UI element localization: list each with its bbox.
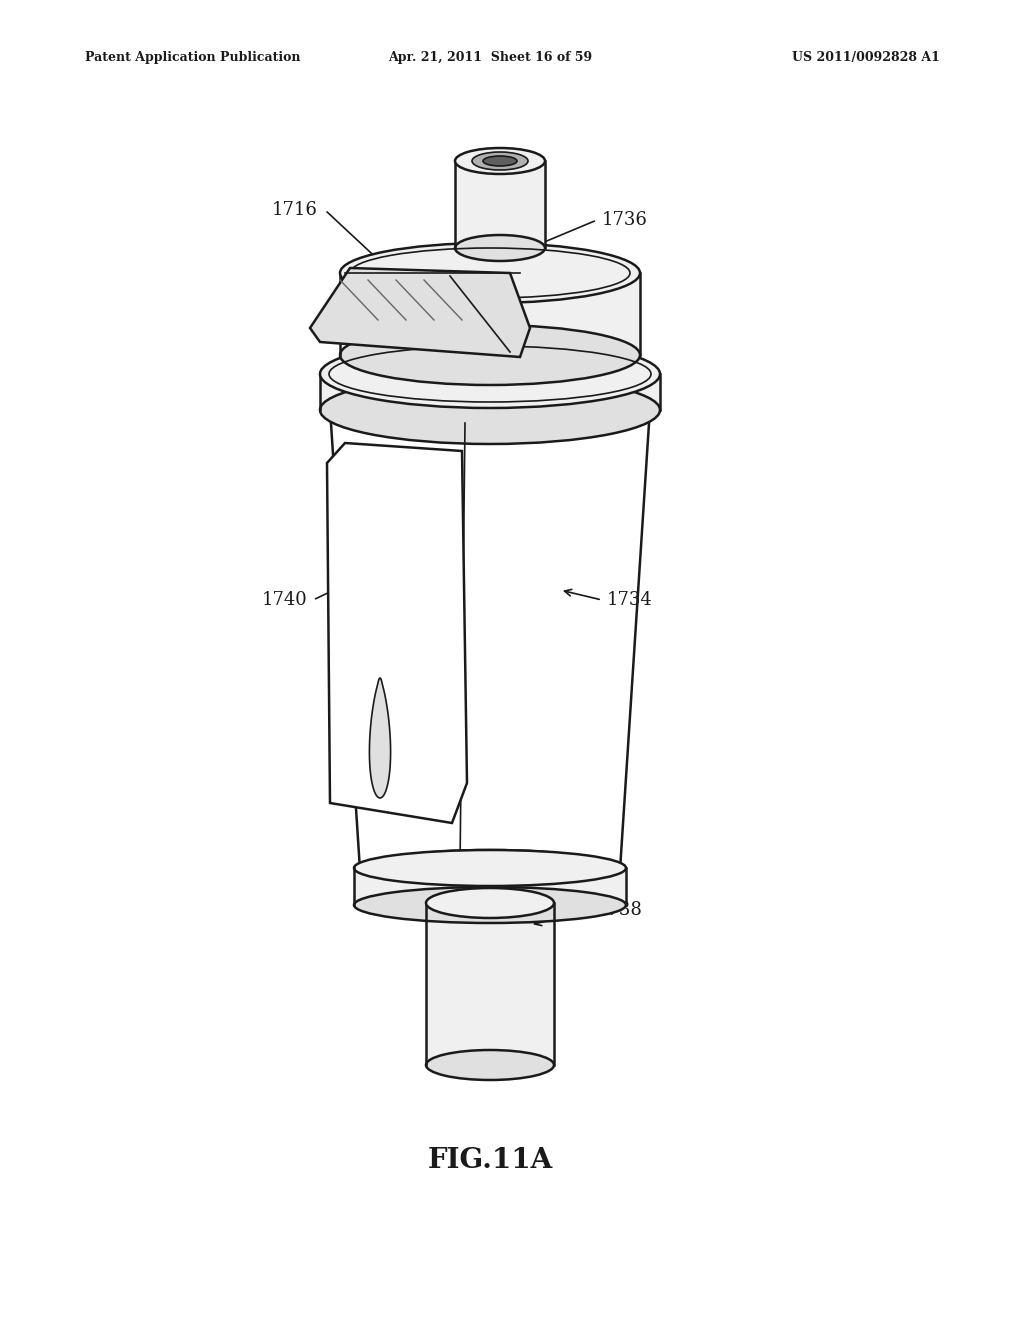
Text: 1736: 1736 (602, 211, 648, 228)
Text: Apr. 21, 2011  Sheet 16 of 59: Apr. 21, 2011 Sheet 16 of 59 (388, 51, 592, 65)
Ellipse shape (354, 850, 626, 886)
Ellipse shape (426, 888, 554, 917)
Text: 1716: 1716 (272, 201, 317, 219)
Ellipse shape (330, 381, 650, 434)
Ellipse shape (340, 243, 640, 304)
Ellipse shape (455, 235, 545, 261)
Ellipse shape (360, 850, 620, 890)
Text: 1740: 1740 (262, 591, 308, 609)
Ellipse shape (354, 887, 626, 923)
Ellipse shape (319, 376, 660, 444)
Text: US 2011/0092828 A1: US 2011/0092828 A1 (793, 51, 940, 65)
Ellipse shape (483, 156, 517, 166)
Polygon shape (319, 374, 660, 411)
Polygon shape (310, 268, 530, 356)
Text: FIG.11A: FIG.11A (427, 1147, 553, 1173)
Polygon shape (340, 273, 640, 355)
Polygon shape (354, 869, 626, 906)
Polygon shape (426, 903, 554, 1065)
Ellipse shape (426, 1049, 554, 1080)
Polygon shape (370, 678, 390, 797)
Ellipse shape (340, 325, 640, 385)
Polygon shape (455, 161, 545, 248)
Text: Patent Application Publication: Patent Application Publication (85, 51, 300, 65)
Polygon shape (327, 444, 467, 822)
Ellipse shape (319, 341, 660, 408)
Ellipse shape (455, 148, 545, 174)
Ellipse shape (472, 152, 528, 170)
Polygon shape (330, 408, 650, 870)
Text: 1738: 1738 (597, 902, 643, 919)
Text: 1734: 1734 (607, 591, 653, 609)
